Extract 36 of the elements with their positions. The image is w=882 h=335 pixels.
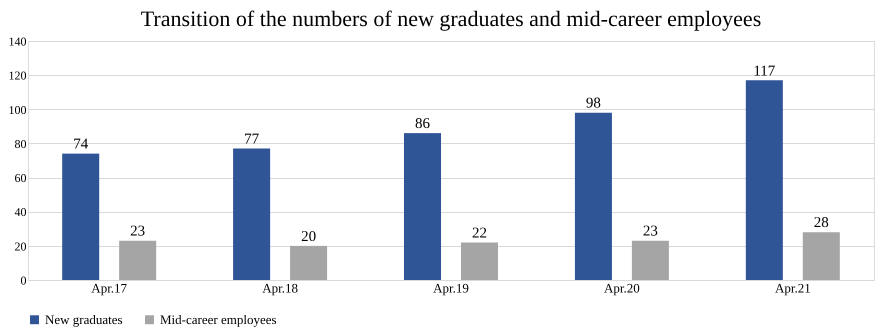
y-tick-label: 100 [8, 102, 26, 117]
bar [632, 240, 669, 280]
y-tick-label: 20 [14, 239, 26, 254]
x-tick-label: Apr.21 [774, 280, 811, 296]
bar [802, 232, 840, 280]
y-tick-label: 80 [14, 136, 26, 151]
x-tick-label: Apr.19 [433, 280, 469, 296]
x-tick-label: Apr.17 [91, 280, 128, 296]
y-tick-label: 140 [8, 34, 26, 48]
y-tick-label: 40 [14, 205, 26, 220]
data-label: 98 [586, 96, 601, 112]
x-tick-label: Apr.20 [604, 280, 640, 296]
data-label: 117 [753, 63, 776, 80]
x-tick-label: Apr.18 [262, 280, 298, 296]
data-label: 22 [472, 225, 487, 242]
bar [460, 242, 498, 280]
y-tick-label: 120 [8, 68, 26, 83]
chart-title: Transition of the numbers of new graduates and mid-career employees [140, 6, 762, 31]
data-label: 86 [415, 116, 431, 132]
bar [119, 240, 156, 280]
bar [233, 148, 270, 280]
bar [746, 80, 783, 280]
data-label: 23 [642, 224, 658, 240]
y-tick-label: 60 [14, 171, 26, 186]
data-label: 74 [73, 136, 89, 153]
legend-label: New graduates [45, 312, 123, 327]
bar [404, 133, 442, 280]
bar [62, 154, 100, 280]
data-label: 23 [130, 224, 146, 240]
data-label: 77 [244, 132, 260, 148]
bar [574, 112, 612, 280]
data-label: 28 [814, 215, 829, 232]
legend-label: Mid-career employees [160, 312, 277, 327]
y-tick-label: 0 [20, 274, 26, 288]
bar [290, 246, 328, 280]
data-label: 20 [301, 228, 316, 245]
